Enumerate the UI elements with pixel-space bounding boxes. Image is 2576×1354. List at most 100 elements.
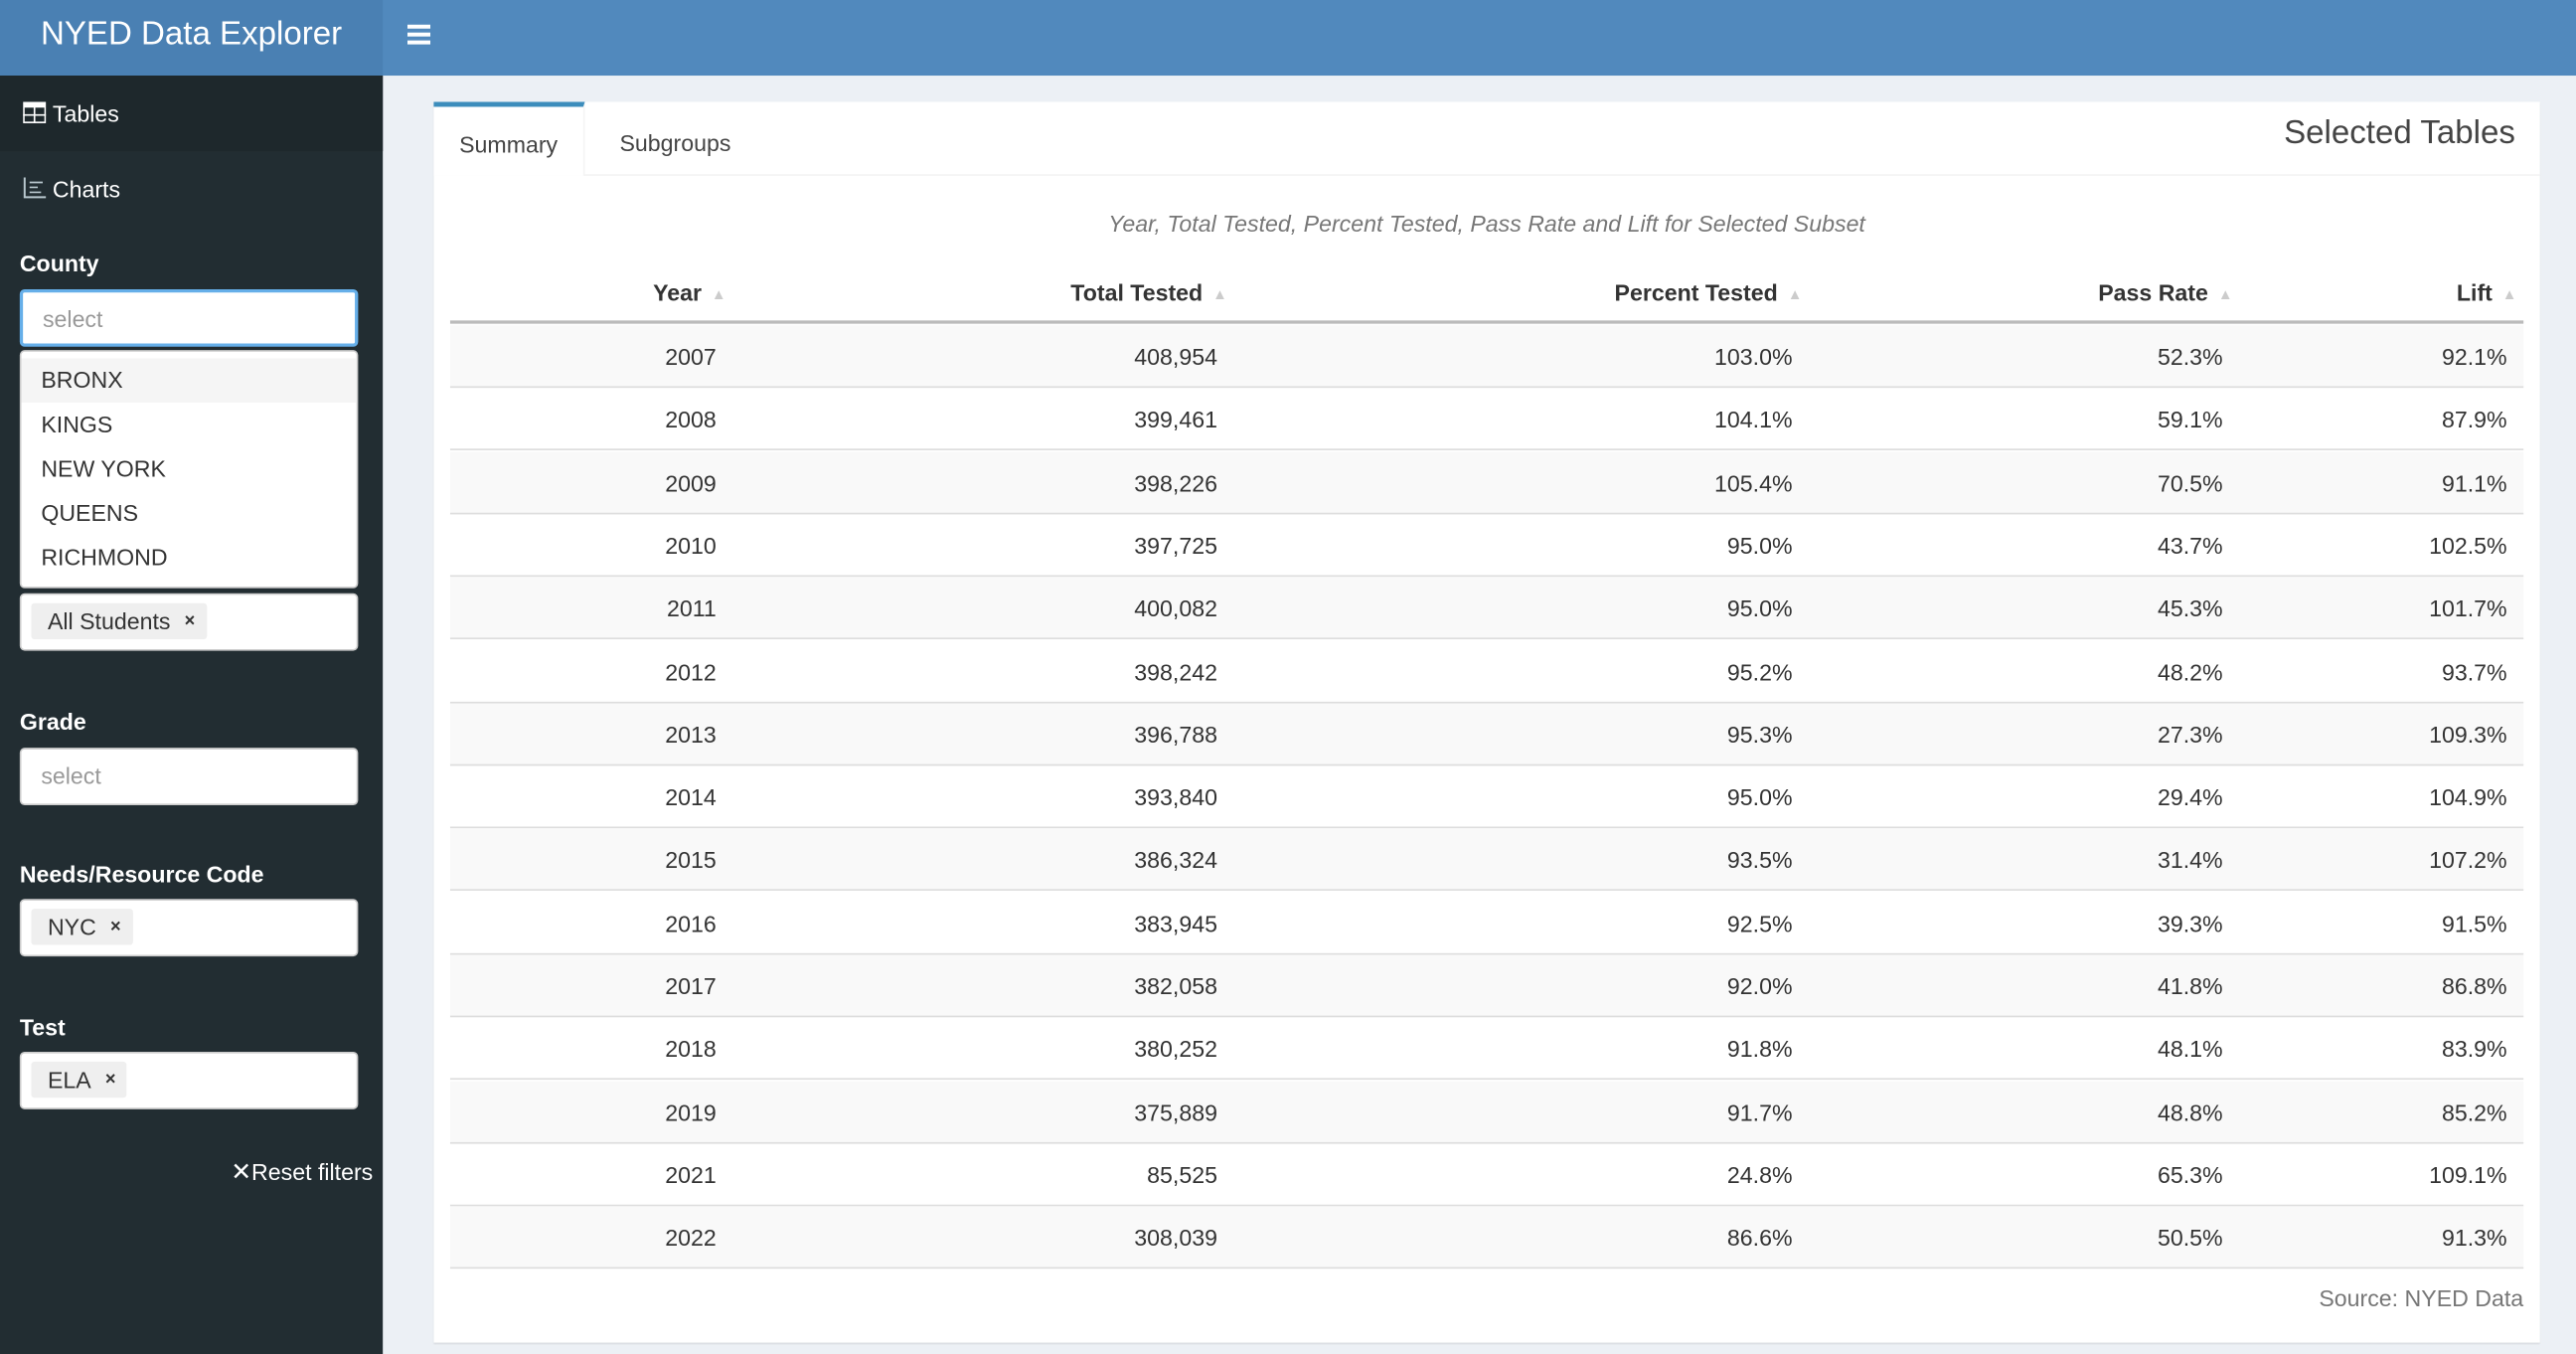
table-cell: 102.5%: [2429, 532, 2507, 559]
sort-icon: ▲: [2501, 285, 2517, 303]
table-cell: 398,242: [1134, 658, 1217, 685]
table-cell: 397,725: [1134, 532, 1217, 559]
subgroup-input[interactable]: All Students: [19, 592, 359, 651]
table-cell: 43.7%: [2158, 532, 2223, 559]
table-cell: 65.3%: [2158, 1161, 2223, 1189]
table-cell: 101.7%: [2429, 594, 2507, 622]
table-cell: 2022: [665, 1224, 717, 1252]
filter-label: Grade: [19, 708, 86, 735]
table-cell: 85.2%: [2441, 1099, 2507, 1125]
dropdown-option[interactable]: BRONX: [21, 358, 357, 404]
table-row: 2022 308,039 86.6% 50.5% 91.3%: [449, 1206, 2524, 1269]
filter-label: Test: [19, 1013, 66, 1041]
filter-label: County: [19, 250, 99, 276]
table-row: 2018 380,252 91.8% 48.1% 83.9%: [449, 1018, 2524, 1081]
county-dropdown: BRONX KINGS NEW YORK QUEENS RICHMOND: [19, 350, 359, 589]
table-cell: 27.3%: [2158, 721, 2223, 748]
table-cell: 93.7%: [2441, 658, 2507, 685]
table-row: 2013 396,788 95.3% 27.3% 109.3%: [449, 703, 2524, 766]
table-cell: 93.5%: [1726, 846, 1793, 874]
column-header[interactable]: Total Tested ▲: [817, 262, 1227, 323]
reset-filters[interactable]: ✕Reset filters: [231, 1158, 374, 1187]
table-cell: 50.5%: [2158, 1224, 2223, 1252]
tab-box: Summary Subgroups Selected Tables Year, …: [433, 101, 2540, 1343]
table-cell: 86.8%: [2441, 972, 2507, 1000]
table-cell: 386,324: [1134, 846, 1217, 874]
tag[interactable]: All Students: [31, 602, 207, 640]
table-cell: 2013: [665, 721, 717, 748]
table-cell: 2010: [665, 532, 717, 559]
dropdown-option[interactable]: NEW YORK: [41, 454, 166, 482]
table-cell: 109.1%: [2429, 1161, 2507, 1189]
source-note: Source: NYED Data: [2319, 1284, 2524, 1312]
table-cell: 398,226: [1134, 469, 1217, 496]
table-row: 2011 400,082 95.0% 45.3% 101.7%: [449, 577, 2524, 640]
table-cell: 83.9%: [2441, 1035, 2507, 1063]
sidebar: Tables Charts County select BRONX KINGS NE…: [0, 76, 384, 1354]
table-cell: 2017: [665, 972, 717, 1000]
table-cell: 2011: [666, 594, 717, 622]
dropdown-option[interactable]: QUEENS: [41, 499, 139, 526]
column-header[interactable]: Pass Rate ▲: [1904, 262, 2232, 323]
table-cell: 400,082: [1134, 594, 1217, 622]
table-cell: 48.1%: [2158, 1035, 2223, 1063]
column-label: Total Tested: [1070, 279, 1204, 306]
table-row: 2019 375,889 91.7% 48.8% 85.2%: [449, 1081, 2524, 1143]
table-cell: 393,840: [1134, 783, 1217, 811]
table-cell: 104.1%: [1714, 406, 1793, 433]
table-cell: 29.4%: [2158, 783, 2223, 811]
tag[interactable]: NYC: [31, 909, 133, 945]
table-row: 2015 386,324 93.5% 31.4% 107.2%: [449, 828, 2524, 892]
sort-icon: ▲: [1212, 285, 1227, 303]
nav-charts[interactable]: Charts: [0, 151, 383, 227]
nav-label: Charts: [52, 175, 121, 203]
filter-label: Needs/Resource Code: [19, 861, 264, 888]
table-row: 2009 398,226 105.4% 70.5% 91.1%: [449, 450, 2524, 514]
grade-input[interactable]: select: [19, 748, 359, 806]
table-cell: 2008: [665, 406, 717, 433]
sort-icon: ▲: [1787, 285, 1803, 303]
table-cell: 41.8%: [2158, 972, 2223, 1000]
column-header[interactable]: Percent Tested ▲: [1310, 262, 1803, 323]
table-cell: 2014: [665, 783, 717, 811]
table-cell: 91.3%: [2441, 1224, 2507, 1252]
table-cell: 105.4%: [1714, 469, 1793, 496]
table-row: 2008 399,461 104.1% 59.1% 87.9%: [449, 389, 2524, 451]
sidebar-toggle[interactable]: [406, 23, 431, 46]
column-label: Lift: [2456, 279, 2493, 306]
table-row: 2007 408,954 103.0% 52.3% 92.1%: [449, 325, 2524, 389]
table-cell: 396,788: [1134, 721, 1217, 748]
table-row: 2021 85,525 24.8% 65.3% 109.1%: [449, 1143, 2524, 1207]
county-input[interactable]: select: [19, 288, 359, 347]
table-cell: 2019: [665, 1099, 717, 1125]
nav-tables[interactable]: Tables: [0, 76, 384, 152]
table-cell: 2018: [665, 1035, 717, 1063]
top-bar: NYED Data Explorer: [0, 0, 2576, 77]
table-cell: 91.1%: [2441, 469, 2507, 496]
column-header[interactable]: Year ▲: [398, 262, 726, 323]
table-cell: 103.0%: [1714, 343, 1793, 370]
table-cell: 92.0%: [1726, 972, 1793, 1000]
test-input[interactable]: ELA: [19, 1051, 359, 1109]
table-row: 2012 398,242 95.2% 48.2% 93.7%: [449, 640, 2524, 703]
needs-input[interactable]: NYC: [19, 899, 359, 957]
tab[interactable]: Subgroups: [619, 129, 731, 157]
tab[interactable]: Summary: [433, 101, 585, 176]
table-cell: 399,461: [1134, 406, 1217, 433]
dropdown-option[interactable]: RICHMOND: [41, 544, 168, 571]
table-caption: Year, Total Tested, Percent Tested, Pass…: [1108, 210, 1865, 238]
table-cell: 2009: [665, 469, 717, 496]
table-row: 2010 397,725 95.0% 43.7% 102.5%: [449, 514, 2524, 578]
column-header[interactable]: Lift ▲: [2254, 262, 2517, 323]
table-cell: 48.2%: [2158, 658, 2223, 685]
table-cell: 31.4%: [2158, 846, 2223, 874]
table-cell: 91.8%: [1726, 1035, 1793, 1063]
app-title[interactable]: NYED Data Explorer: [0, 0, 384, 77]
table-cell: 308,039: [1134, 1224, 1217, 1252]
table-cell: 2015: [665, 846, 717, 874]
column-label: Percent Tested: [1614, 279, 1778, 306]
tag[interactable]: ELA: [31, 1061, 128, 1099]
table-cell: 24.8%: [1726, 1161, 1793, 1189]
table-cell: 375,889: [1134, 1099, 1217, 1125]
dropdown-option[interactable]: KINGS: [41, 411, 113, 437]
